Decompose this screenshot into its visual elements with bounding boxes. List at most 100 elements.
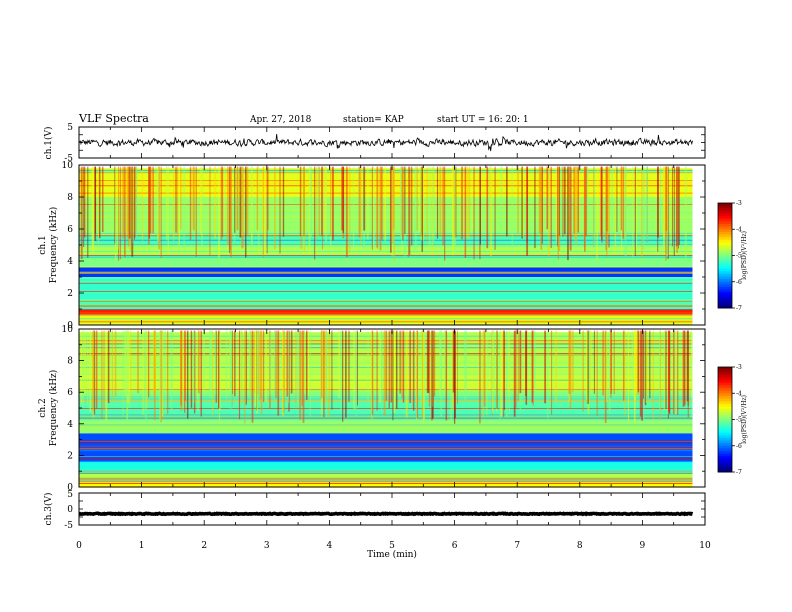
spectrogram-impulse (153, 330, 156, 421)
spectrogram-impulse (490, 166, 492, 256)
colorbar-swatch (718, 224, 732, 228)
spectrogram-impulse (345, 330, 347, 418)
spectrogram-impulse (614, 166, 617, 253)
spectrogram-line (79, 277, 693, 279)
colorbar-tick-label: -7 (736, 305, 742, 312)
colorbar-swatch (718, 218, 732, 222)
spectrogram-impulse (345, 166, 348, 258)
spectrogram-impulse (383, 330, 386, 416)
spectrogram-impulse (610, 330, 613, 394)
spectrogram-line (79, 254, 693, 256)
spectrogram-impulse (87, 330, 89, 406)
colorbar-swatch (718, 284, 732, 288)
spectrogram-impulse (299, 330, 301, 420)
spectrogram-impulse (197, 330, 200, 394)
spectrogram-line (79, 450, 693, 452)
spectrogram-impulse (575, 166, 577, 245)
spectrogram-impulse (411, 166, 413, 246)
ch1-ytick-top: 5 (67, 123, 73, 133)
spectrogram-impulse (105, 330, 108, 421)
spectrogram-impulse (377, 166, 379, 250)
colorbar-swatch (718, 430, 732, 434)
spectrogram-impulse (593, 330, 595, 394)
spectrogram-impulse (550, 166, 552, 248)
spectrogram-impulse (200, 330, 202, 417)
spectrogram-impulse (586, 330, 588, 401)
spectrogram-line (79, 282, 693, 284)
colorbar-tick-label: -4 (736, 390, 742, 397)
colorbar-swatch (718, 242, 732, 246)
spectrogram-impulse (323, 166, 326, 234)
spectrogram-impulse (660, 166, 662, 234)
spectrogram-impulse (266, 166, 268, 254)
spectrogram-impulse (303, 330, 306, 394)
spectrogram-impulse (161, 330, 164, 417)
spectrogram-impulse (633, 330, 636, 423)
spectrogram-impulse (526, 166, 529, 256)
ch1-spectrogram-ylabel: Frequency (kHz) (48, 207, 59, 284)
spectrogram-impulse (229, 330, 232, 413)
colorbar-swatch (718, 403, 732, 407)
spectrogram-impulse (657, 166, 659, 238)
colorbar-swatch (718, 385, 732, 389)
spectrogram-impulse (431, 330, 434, 419)
spectrogram-impulse (392, 330, 394, 421)
spectrogram-impulse (148, 330, 150, 398)
spectrogram-impulse (338, 330, 341, 398)
spectrogram-impulse (126, 166, 128, 236)
ch1-waveform-panel: 5 -5 ch.1(V) (43, 123, 706, 164)
spectrogram-impulse (401, 166, 403, 254)
x-tick-label: 1 (139, 541, 145, 551)
spectrogram-impulse (87, 166, 89, 258)
colorbar-tick-label: -6 (736, 279, 742, 286)
spectrogram-impulse (602, 330, 604, 396)
colorbar-swatch (718, 374, 732, 378)
spectrogram-impulse (209, 166, 211, 257)
colorbar-swatch (718, 416, 732, 420)
spectrogram-impulse (371, 330, 374, 415)
spectrogram-line (79, 480, 693, 482)
spectrogram-impulse (534, 166, 536, 249)
colorbar-swatch (718, 258, 732, 262)
spectrogram-impulse (184, 330, 186, 413)
ch1-colorbar: -3 -4 -5 -6 -7 log(PSD)(V²/Hz) (717, 200, 748, 312)
spectrogram-impulse (555, 330, 557, 403)
spectrogram-impulse (482, 330, 485, 416)
spectrogram-impulse (677, 166, 679, 249)
y-tick-label: 10 (62, 161, 74, 171)
colorbar-swatch (718, 451, 732, 455)
spectrogram-impulse (360, 166, 362, 245)
spectrogram-impulse (193, 330, 196, 414)
spectrogram-impulse (183, 166, 185, 249)
colorbar-swatch (718, 226, 732, 230)
spectrogram-impulse (687, 330, 689, 406)
spectrogram-impulse (519, 330, 522, 394)
colorbar-swatch (718, 443, 732, 447)
spectrogram-impulse (219, 330, 221, 423)
spectrogram-impulse (416, 330, 418, 423)
spectrogram-line (79, 414, 693, 416)
colorbar-swatch (718, 300, 732, 304)
spectrogram-impulse (228, 166, 230, 253)
spectrogram-impulse (431, 166, 433, 256)
spectrogram-line (79, 308, 693, 310)
spectrogram-impulse (402, 166, 404, 241)
spectrogram-impulse (639, 330, 642, 417)
spectrogram-impulse (423, 330, 425, 423)
spectrogram-impulse (170, 330, 173, 412)
spectrogram-impulse (534, 330, 536, 394)
spectrogram-impulse (426, 166, 428, 244)
colorbar-swatch (718, 273, 732, 277)
spectrogram-band (79, 461, 693, 472)
colorbar-swatch (718, 234, 732, 238)
spectrogram-impulse (555, 166, 557, 242)
spectrogram-impulse (508, 330, 510, 397)
spectrogram-band (79, 315, 693, 325)
spectrogram-impulse (452, 166, 454, 256)
spectrogram-impulse (301, 330, 303, 406)
colorbar-swatch (718, 302, 732, 306)
spectrogram-line (79, 408, 693, 409)
spectrogram-impulse (132, 166, 134, 244)
spectrogram-line (79, 479, 693, 481)
spectrogram-impulse (511, 166, 513, 251)
